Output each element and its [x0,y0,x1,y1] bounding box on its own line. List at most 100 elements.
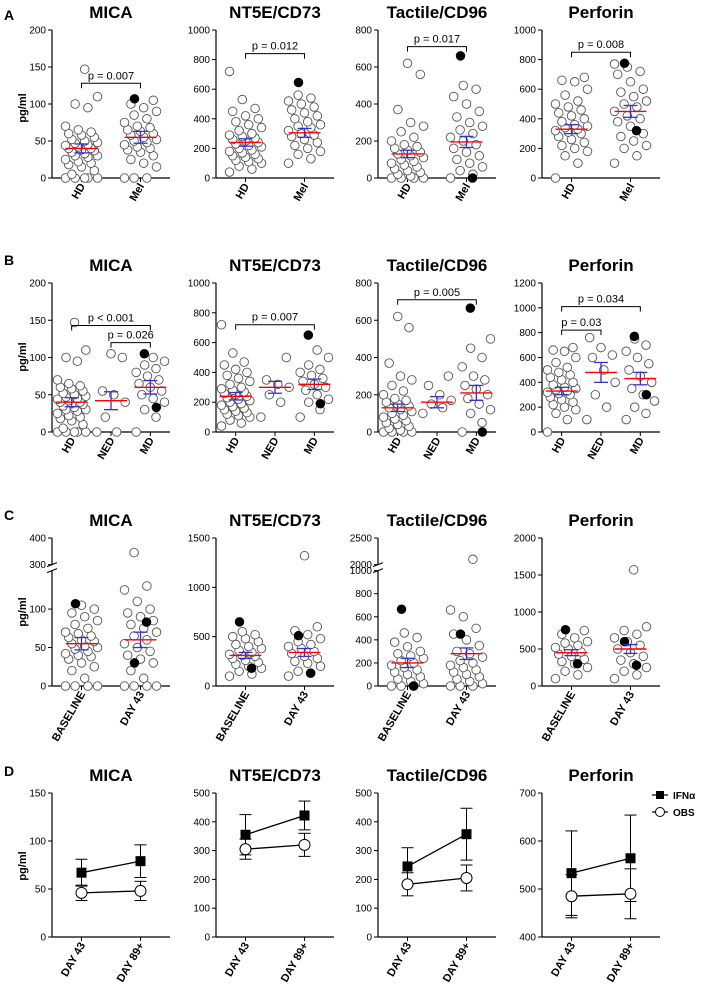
data-point [395,371,406,381]
data-point [122,608,133,618]
data-point [151,412,161,422]
data-point [557,117,567,127]
data-point [216,384,227,394]
data-point [309,102,319,112]
y-tick-label: 200 [29,26,46,37]
y-tick-label: 800 [519,55,536,66]
panel-title: MICA [89,766,132,785]
y-tick-label: 50 [35,137,47,148]
data-point [216,400,227,410]
data-point [399,628,410,638]
series-marker-square [299,810,310,821]
y-tick-label: 200 [355,137,372,148]
panel-b-mica: MICA 0 50 100 150 200 HD NED MD p < 0.001 p = 0.02… [29,256,170,462]
data-point [542,427,553,437]
data-point [286,105,297,115]
data-point [474,640,485,651]
y-tick-label: 200 [193,144,210,155]
panel-c-perf: Perforin 0 500 1000 1500 2000 BASELINE DAY 43 [514,511,660,744]
data-point [573,670,583,680]
data-point [52,394,63,404]
x-tick-label: NED [96,435,118,461]
data-point-filled [315,398,326,409]
data-point [384,358,394,368]
data-point [222,370,232,381]
data-point [389,637,400,647]
data-point [402,58,413,69]
data-point [315,119,326,130]
panel-title: NT5E/CD73 [229,3,321,22]
data-point [306,93,316,103]
data-point-filled [234,617,245,627]
legend-filled-label: IFNα [673,791,696,802]
data-point [75,381,85,391]
data-point [315,364,325,375]
x-tick-label: MD [464,435,483,456]
series-marker-circle [298,838,311,851]
data-point [461,635,472,645]
x-tick-label: MD [302,435,321,456]
data-point [142,581,152,591]
data-point [445,660,456,670]
data-point [649,396,660,406]
data-point-filled [293,630,304,641]
data-point [579,72,590,83]
series-marker-circle [624,887,637,900]
x-tick-label: HD [550,435,568,455]
panel-title: MICA [89,3,132,22]
data-point [69,317,80,328]
data-point [609,59,620,69]
data-point [628,91,639,102]
data-point [224,66,235,77]
data-point [616,87,626,97]
data-point [465,343,476,353]
data-point [256,412,266,422]
y-tick-label: 200 [355,875,372,886]
data-point [323,394,334,404]
data-point [129,681,139,691]
y-tick-label: 0 [40,682,46,693]
data-point [151,363,161,374]
x-tick-label: DAY 89+ [115,941,147,985]
data-point [426,399,437,409]
data-point [448,143,459,154]
data-point [423,380,434,391]
data-point [129,547,139,558]
data-point [632,151,642,161]
data-point [247,128,257,139]
data-point [234,125,244,136]
x-tick-label: DAY 89+ [605,941,637,985]
data-point [256,122,267,133]
y-tick-label: 600 [519,353,536,364]
data-point [465,408,476,419]
data-point [616,655,626,665]
data-point [474,399,484,409]
panel-b-nt5e: NT5E/CD73 0 200 400 600 800 1000 HD NED MD p = 0.0… [188,256,334,462]
data-point [306,370,317,381]
series-marker-square [625,853,636,864]
x-tick-label: HD [60,435,78,455]
significance-bracket [397,299,477,305]
data-point [79,64,90,74]
data-point [474,151,485,161]
y-tick-label: 100 [29,353,46,364]
series-marker-circle [460,871,473,884]
y-tick-label: 300 [193,846,210,857]
x-tick-label: DAY 43 [282,690,311,728]
data-point [302,117,313,127]
y-tick-label: 0 [204,933,210,944]
y-tick-label: 600 [193,338,210,349]
legend-open-circle-icon [655,807,665,817]
data-point-filled [305,668,316,678]
y-tick-label: 800 [519,328,536,339]
data-point [142,114,152,124]
data-point [609,633,620,643]
data-point [635,66,645,77]
series-marker-circle [75,886,88,899]
data-point [52,375,63,385]
y-tick-label: 600 [355,316,372,327]
row-label-d: D [4,763,14,779]
data-point-filled [139,349,150,359]
data-point [628,136,639,146]
data-point [452,154,462,165]
